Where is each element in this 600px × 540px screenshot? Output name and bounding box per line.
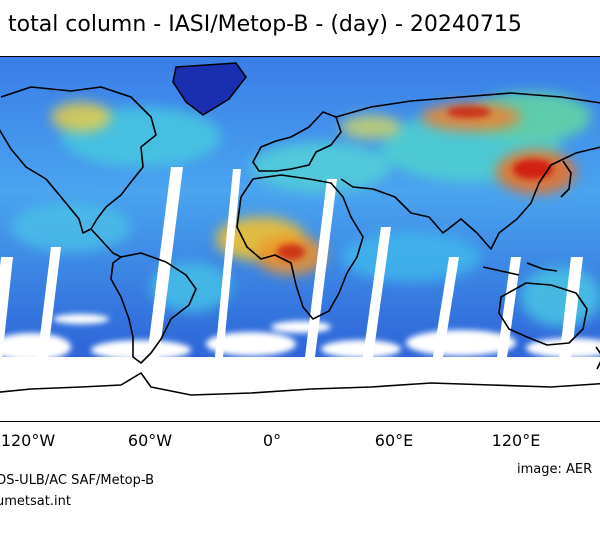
peak-zones: [277, 106, 553, 260]
coastlines: [0, 86, 600, 396]
coast-new-zealand: [595, 346, 600, 370]
x-tick-120w: 120°W: [0, 431, 56, 450]
x-tick-60w: 60°W: [127, 431, 173, 450]
credit-source: OS-ULB/AC SAF/Metop-B: [0, 473, 155, 488]
credit-image: image: AER: [517, 462, 593, 477]
coast-europe: [252, 111, 342, 172]
map-title: total column - IASI/Metop-B - (day) - 20…: [8, 12, 522, 37]
map-frame: [0, 56, 600, 422]
coast-japan: [560, 160, 572, 198]
coast-north-america: [0, 86, 157, 234]
coast-south-america: [110, 252, 197, 364]
coast-central-america: [90, 228, 122, 258]
coast-antarctica: [0, 372, 600, 396]
coast-indonesia: [482, 262, 558, 276]
coast-asia: [335, 92, 600, 250]
greenland: [172, 62, 247, 116]
x-tick-0: 0°: [262, 431, 282, 450]
coast-australia: [498, 282, 588, 346]
concentration-map: [0, 57, 600, 421]
coast-africa: [236, 174, 364, 320]
credit-site: umetsat.int: [0, 494, 71, 509]
x-tick-120e: 120°E: [491, 431, 541, 450]
x-tick-60e: 60°E: [374, 431, 414, 450]
